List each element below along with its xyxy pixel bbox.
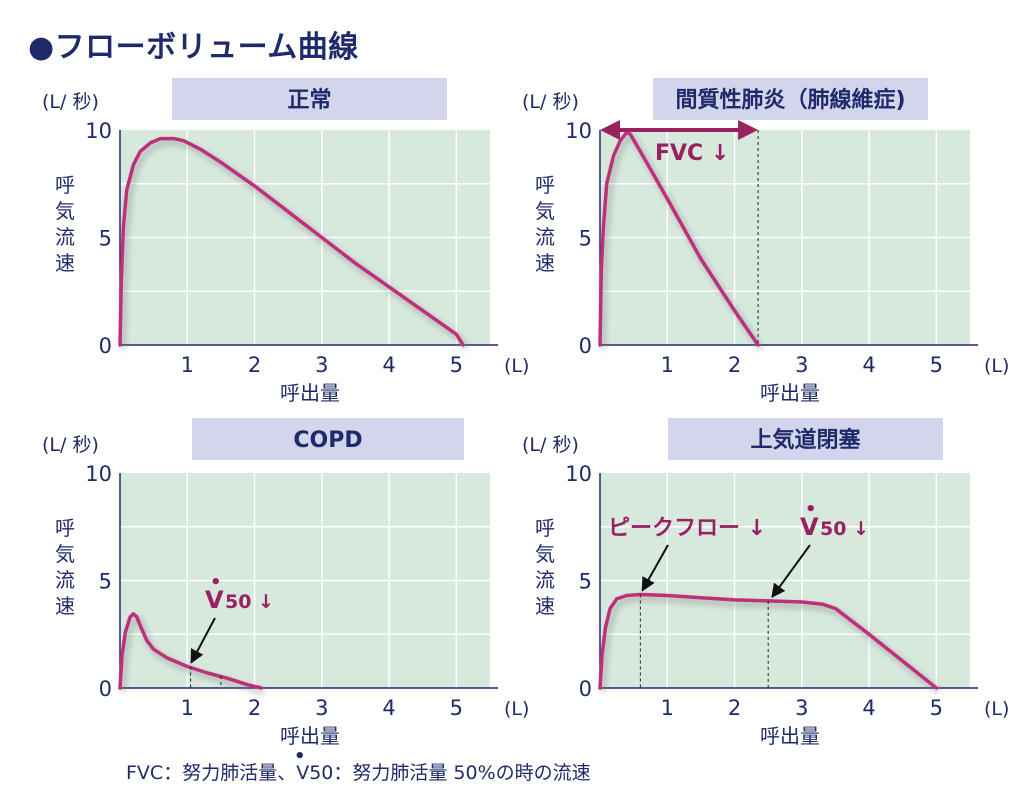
y-tick-label: 0 — [579, 334, 592, 358]
y-axis-label-char: 呼 — [55, 173, 75, 197]
fvc-label: FVC ↓ — [655, 141, 729, 166]
chart-title: 間質性肺炎（肺線維症) — [675, 87, 905, 113]
x-axis-label: 呼出量 — [760, 724, 820, 748]
v-dot-mark: • — [805, 499, 817, 520]
y-axis-label-char: 速 — [535, 594, 555, 618]
x-axis-label: 呼出量 — [280, 381, 340, 405]
v50-arrow — [190, 617, 216, 664]
v-dot-mark: • — [210, 572, 222, 593]
y-axis-label-char: 呼 — [535, 173, 555, 197]
y-axis-label-char: 気 — [535, 542, 555, 566]
x-tick-label: 2 — [728, 696, 741, 720]
x-unit-label: (L) — [984, 355, 1009, 377]
y-tick-label: 5 — [99, 227, 112, 251]
chart-title-box — [172, 78, 447, 120]
y-axis-label-char: 流 — [535, 225, 555, 249]
flow-volume-curve — [118, 136, 465, 347]
x-tick-label: 5 — [930, 696, 943, 720]
x-tick-label: 3 — [795, 696, 808, 720]
x-tick-label: 1 — [661, 696, 674, 720]
y-tick-label: 5 — [579, 227, 592, 251]
x-tick-label: 5 — [930, 353, 943, 377]
v50-sub-label: 50 ↓ — [820, 518, 869, 540]
chart-title: COPD — [293, 428, 362, 453]
y-tick-label: 10 — [565, 119, 592, 143]
y-axis-label-char: 呼 — [535, 516, 555, 540]
x-axis-label: 呼出量 — [760, 381, 820, 405]
x-tick-label: 3 — [795, 353, 808, 377]
peak-flow-label: ピークフロー ↓ — [608, 516, 766, 541]
y-unit-label: (L/ 秒) — [522, 434, 579, 456]
x-tick-label: 3 — [315, 353, 328, 377]
y-tick-label: 5 — [99, 570, 112, 594]
peak-flow-arrow — [641, 544, 669, 592]
y-tick-label: 0 — [99, 334, 112, 358]
x-tick-label: 4 — [382, 353, 395, 377]
x-tick-label: 1 — [181, 353, 194, 377]
x-axis-label: 呼出量 — [280, 724, 340, 748]
y-axis-label-char: 流 — [55, 568, 75, 592]
x-tick-label: 2 — [728, 353, 741, 377]
chart-title: 正常 — [287, 87, 331, 113]
v-dot-mark: • — [294, 746, 306, 767]
x-tick-label: 3 — [315, 696, 328, 720]
x-unit-label: (L) — [504, 698, 529, 720]
v50-sub-label: 50 ↓ — [225, 591, 274, 613]
y-axis-label-char: 流 — [55, 225, 75, 249]
y-tick-label: 0 — [579, 677, 592, 701]
x-unit-label: (L) — [984, 698, 1009, 720]
x-unit-label: (L) — [504, 355, 529, 377]
x-tick-label: 2 — [248, 696, 261, 720]
x-tick-label: 1 — [181, 696, 194, 720]
x-tick-label: 5 — [450, 696, 463, 720]
y-axis-label-char: 気 — [55, 199, 75, 223]
x-tick-label: 2 — [248, 353, 261, 377]
x-tick-label: 4 — [862, 353, 875, 377]
y-axis-label-char: 気 — [55, 542, 75, 566]
y-tick-label: 5 — [579, 570, 592, 594]
y-unit-label: (L/ 秒) — [42, 434, 99, 456]
y-axis-label-char: 速 — [535, 251, 555, 275]
x-tick-label: 4 — [862, 696, 875, 720]
chart-title-box — [192, 418, 464, 460]
footnote: FVC：努力肺活量、V50：努力肺活量 50%の時の流速 — [126, 762, 591, 784]
y-axis-label-char: 呼 — [55, 516, 75, 540]
y-unit-label: (L/ 秒) — [42, 91, 99, 113]
y-tick-label: 10 — [85, 462, 112, 486]
chart-title-box — [653, 78, 928, 120]
y-axis-label-char: 速 — [55, 594, 75, 618]
y-tick-label: 10 — [85, 119, 112, 143]
x-tick-label: 5 — [450, 353, 463, 377]
y-unit-label: (L/ 秒) — [522, 91, 579, 113]
y-axis-label-char: 気 — [535, 199, 555, 223]
x-tick-label: 4 — [382, 696, 395, 720]
chart-title-box — [668, 418, 943, 460]
chart-title: 上気道閉塞 — [750, 427, 861, 453]
page-title: ●フローボリューム曲線 — [28, 30, 359, 65]
y-axis-label-char: 速 — [55, 251, 75, 275]
y-tick-label: 0 — [99, 677, 112, 701]
y-tick-label: 10 — [565, 462, 592, 486]
v50-label: V — [800, 513, 819, 541]
y-axis-label-char: 流 — [535, 568, 555, 592]
v50-label: V — [205, 586, 224, 614]
flow-volume-curve — [598, 592, 939, 690]
v50-arrow — [771, 544, 811, 599]
x-tick-label: 1 — [661, 353, 674, 377]
